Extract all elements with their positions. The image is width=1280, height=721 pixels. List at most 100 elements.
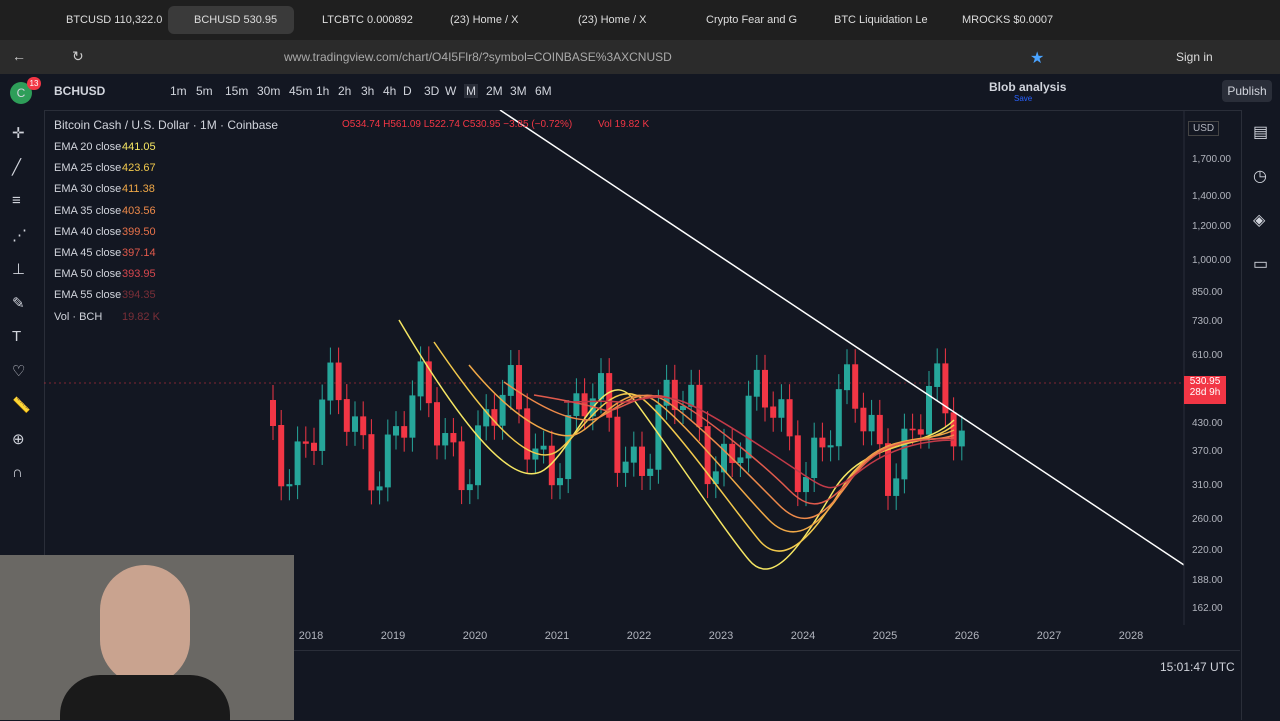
side-icon[interactable]: ▭ [1253,256,1269,273]
bookmark[interactable]: ★ [1030,50,1045,67]
tool-icon[interactable]: ∩ [12,464,23,481]
interval[interactable]: 30m [257,84,281,98]
indicator-label: EMA 30 close [54,183,122,196]
tool-icon[interactable]: ⋰ [12,227,27,244]
year-label: 2025 [872,630,898,642]
tool-icon[interactable]: ╱ [12,159,22,176]
price-label: 220.00 [1192,545,1223,556]
tab[interactable]: LTCBTC 0.000892 [322,14,413,26]
indicator-label: EMA 55 close [54,289,122,302]
interval[interactable]: 1m [170,84,187,98]
price-label: 1,700.00 [1192,154,1231,165]
interval[interactable]: 6M [535,84,552,98]
candle-body [466,484,473,491]
year-label: 2021 [544,630,570,642]
interval[interactable]: 5m [196,84,213,98]
tab[interactable]: MROCKS $0.0007 [962,14,1054,26]
reload[interactable]: ↻ [72,48,84,64]
candle-body [524,408,531,460]
currency[interactable]: USD [1188,121,1220,136]
interval[interactable]: W [445,84,457,98]
interval[interactable]: 3M [510,84,527,98]
candle-body [917,429,924,435]
candle-body [384,434,391,488]
indicator-value: 394.35 [122,289,156,302]
tool-icon[interactable]: ⊥ [12,261,26,278]
price-label: 730.00 [1192,316,1223,327]
candle-body [786,399,793,437]
interval[interactable]: 2h [338,84,352,98]
candle-body [778,399,785,418]
tool-icon[interactable]: 📏 [12,397,31,414]
tool-icon[interactable]: ✎ [12,295,25,312]
candle-body [458,441,465,491]
candle-body [532,448,539,460]
candle-body [639,446,645,476]
interval[interactable]: 45m [289,84,313,98]
tool-icon[interactable]: ✛ [12,125,25,142]
candle-body [417,361,424,397]
candle-body [630,446,637,463]
chart-toolbar: C 13 BCHUSD Blob analysis Save Publish 1… [0,74,1280,111]
back[interactable]: ← [12,48,26,64]
tab[interactable]: (23) Home / X [578,14,647,26]
save[interactable]: Save [1014,94,1033,103]
side-icon[interactable]: ◈ [1253,212,1266,229]
tool-icon[interactable]: T [12,328,22,345]
candle-body [893,478,900,496]
year-label: 2018 [298,630,324,642]
publish[interactable]: Publish [1222,80,1272,102]
candle-body [376,486,383,491]
avatar[interactable]: C [10,82,32,104]
symbol[interactable]: BCHUSD [54,84,106,98]
indicator-label: EMA 25 close [54,162,122,175]
tab[interactable]: BTCUSD 110,322.0 [66,14,163,26]
candle-body [343,399,350,432]
candle-body [803,477,809,493]
layout-name[interactable]: Blob analysis [989,80,1067,94]
interval[interactable]: 4h [383,84,397,98]
tool-icon[interactable]: ♡ [12,363,26,380]
interval[interactable]: D [403,84,412,98]
tab[interactable]: (23) Home / X [450,14,519,26]
indicator-label: EMA 35 close [54,204,122,217]
indicator-label: EMA 20 close [54,141,122,153]
indicator-value: 399.50 [122,225,156,238]
indicator-value: 19.82 K [122,310,160,323]
tool-icon[interactable]: ≡ [12,192,21,209]
candle-body [573,393,580,417]
interval[interactable]: 3D [424,84,440,98]
candle-body [671,379,678,411]
interval[interactable]: 15m [225,84,249,98]
candle-body [737,457,744,464]
interval[interactable]: 3h [361,84,375,98]
side-icon[interactable]: ▤ [1253,124,1269,141]
clock: 15:01:47 UTC [1160,660,1235,674]
right-sidebar: ▤ ◷ ◈ ▭ [1241,110,1280,720]
indicator: EMA 35 close403.56 [54,205,156,217]
candle-body [622,461,629,473]
indicator-value: 441.05 [122,141,156,153]
tool-icon[interactable]: ⊕ [12,431,25,448]
interval[interactable]: M [464,84,478,98]
indicator: Vol · BCH 19.82 K [54,311,160,323]
candle-body [360,416,367,436]
url[interactable]: www.tradingview.com/chart/O4I5Flr8/?symb… [284,50,672,64]
candle-body [548,445,555,486]
tab[interactable]: BTC Liquidation Le [834,14,928,26]
legend-title: Bitcoin Cash / U.S. Dollar · 1M · Coinba… [54,118,279,132]
tab[interactable]: Crypto Fear and G [706,14,798,26]
interval[interactable]: 2M [486,84,503,98]
indicator: EMA 20 close441.05 [54,141,156,153]
tab[interactable]: BCHUSD 530.95 [168,6,294,34]
indicator-label: EMA 40 close [54,225,122,238]
indicator-value: 393.95 [122,268,156,281]
candle-body [434,402,440,446]
interval[interactable]: 1h [316,84,330,98]
year-label: 2019 [380,630,406,642]
side-icon[interactable]: ◷ [1253,168,1267,185]
candle-body [696,384,703,428]
sign-in[interactable]: Sign in [1176,50,1213,64]
candle-body [647,468,654,476]
